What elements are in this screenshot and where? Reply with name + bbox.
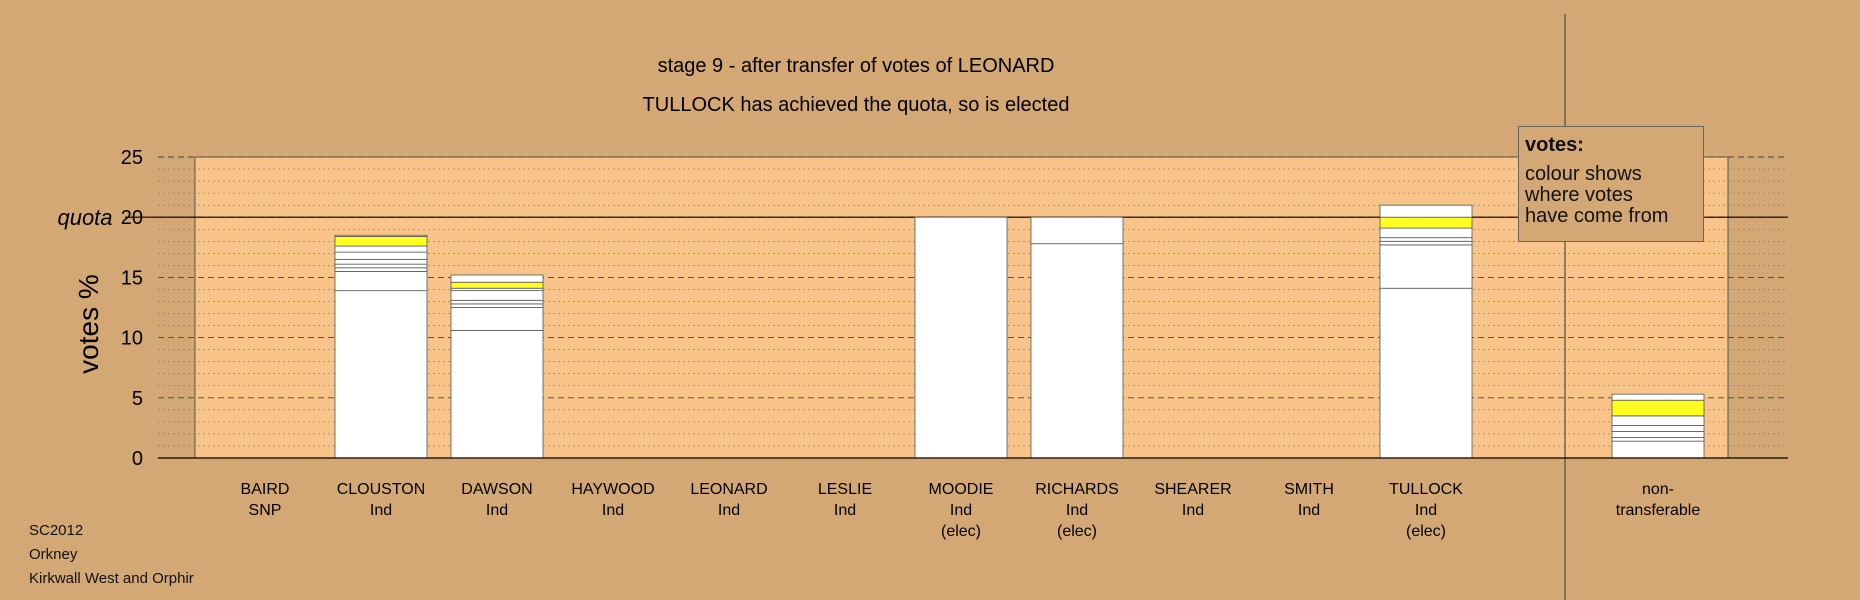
bar-segment bbox=[334, 245, 428, 253]
candidate-name-label: SHEARER bbox=[1154, 481, 1231, 498]
candidate-name-label: RICHARDS bbox=[1035, 481, 1119, 498]
bar-clouston bbox=[334, 234, 428, 459]
bar-segment bbox=[450, 329, 544, 459]
bar-segment bbox=[450, 281, 544, 289]
candidate-name-label: CLOUSTON bbox=[337, 481, 426, 498]
candidate-name-label: SMITH bbox=[1284, 481, 1334, 498]
bar-segment bbox=[334, 290, 428, 459]
y-tick-label: 25 bbox=[121, 147, 143, 169]
footer-council: Orkney bbox=[29, 546, 78, 563]
bar-segment bbox=[450, 307, 544, 331]
bar-segment bbox=[1379, 240, 1473, 246]
bar-segment bbox=[1379, 287, 1473, 459]
bar-segment bbox=[334, 236, 428, 247]
y-tick-label: 0 bbox=[132, 448, 143, 470]
candidate-status-label: (elec) bbox=[941, 523, 981, 540]
candidate-party-label: Ind bbox=[370, 502, 392, 519]
candidate-party-label: Ind bbox=[602, 502, 624, 519]
y-tick-label: 5 bbox=[132, 388, 143, 410]
bar-segment bbox=[450, 299, 544, 305]
bar-segment bbox=[1611, 415, 1705, 426]
bar-segment bbox=[1611, 399, 1705, 417]
bar-dawson bbox=[450, 274, 544, 459]
legend: votes: colour shows where votes have com… bbox=[1518, 126, 1704, 242]
bar-segment bbox=[1379, 204, 1473, 218]
candidate-name-label: LESLIE bbox=[818, 481, 872, 498]
bar-segment bbox=[1611, 440, 1705, 459]
chart-title: stage 9 - after transfer of votes of LEO… bbox=[658, 55, 1055, 77]
footer-election: SC2012 bbox=[29, 522, 84, 539]
bar-tullock bbox=[1379, 204, 1473, 459]
x-tick-labels: BAIRD SNP CLOUSTON Ind DAWSON Ind HAYWOOD Ind LE… bbox=[241, 481, 1701, 540]
bar-segment bbox=[914, 216, 1008, 459]
candidate-name-label: DAWSON bbox=[461, 481, 532, 498]
bar-segment bbox=[1379, 227, 1473, 239]
candidate-party-label: Ind bbox=[1066, 502, 1088, 519]
y-tick-label: 10 bbox=[121, 328, 143, 350]
candidate-party-label: Ind bbox=[1298, 502, 1320, 519]
legend-title: votes: bbox=[1525, 134, 1584, 156]
candidate-name-label: non- bbox=[1642, 481, 1674, 498]
bar-segment bbox=[1611, 431, 1705, 438]
bar-segment bbox=[1030, 216, 1124, 245]
candidate-party-label: Ind bbox=[718, 502, 740, 519]
candidate-name-label: HAYWOOD bbox=[571, 481, 654, 498]
bar-segment bbox=[450, 303, 544, 308]
candidate-status-label: (elec) bbox=[1057, 523, 1097, 540]
y-tick-label: 15 bbox=[121, 267, 143, 289]
bar-segment bbox=[334, 270, 428, 292]
candidate-name-label: LEONARD bbox=[690, 481, 767, 498]
chart-subtitle: TULLOCK has achieved the quota, so is el… bbox=[643, 94, 1070, 116]
bar-segment bbox=[334, 263, 428, 269]
bar-segment bbox=[1379, 237, 1473, 242]
candidate-name-label: MOODIE bbox=[929, 481, 994, 498]
candidate-party-label: transferable bbox=[1616, 502, 1701, 519]
bar-segment bbox=[1379, 244, 1473, 289]
bar-segment bbox=[1379, 216, 1473, 229]
y-tick-labels: 0 5 10 15 20 25 bbox=[121, 147, 143, 470]
bar-segment bbox=[1030, 243, 1124, 459]
y-tick-label: 20 bbox=[121, 207, 143, 229]
bar-segment bbox=[1611, 425, 1705, 432]
candidate-party-label: Ind bbox=[486, 502, 508, 519]
bar-segment bbox=[334, 234, 428, 237]
bar-non bbox=[1611, 393, 1705, 459]
bar-segment bbox=[334, 258, 428, 265]
candidate-status-label: (elec) bbox=[1406, 523, 1446, 540]
candidate-party-label: SNP bbox=[249, 502, 282, 519]
y-axis-title: votes % bbox=[73, 274, 104, 374]
footer-ward: Kirkwall West and Orphir bbox=[29, 570, 194, 587]
legend-line: colour shows bbox=[1525, 163, 1642, 185]
legend-line: where votes bbox=[1525, 184, 1633, 206]
bar-segment bbox=[450, 290, 544, 301]
bar-segment bbox=[450, 274, 544, 283]
bar-segment bbox=[1611, 437, 1705, 442]
candidate-name-label: BAIRD bbox=[241, 481, 290, 498]
bars bbox=[334, 204, 1705, 459]
quota-label: quota bbox=[57, 205, 112, 230]
candidate-party-label: Ind bbox=[950, 502, 972, 519]
bar-richards bbox=[1030, 216, 1124, 459]
bar-segment bbox=[334, 267, 428, 272]
candidate-party-label: Ind bbox=[1182, 502, 1204, 519]
bar-segment bbox=[1611, 393, 1705, 401]
bar-segment bbox=[334, 251, 428, 260]
candidate-party-label: Ind bbox=[834, 502, 856, 519]
bar-moodie bbox=[914, 216, 1008, 459]
candidate-party-label: Ind bbox=[1415, 502, 1437, 519]
legend-line: have come from bbox=[1525, 205, 1669, 227]
candidate-name-label: TULLOCK bbox=[1389, 481, 1463, 498]
